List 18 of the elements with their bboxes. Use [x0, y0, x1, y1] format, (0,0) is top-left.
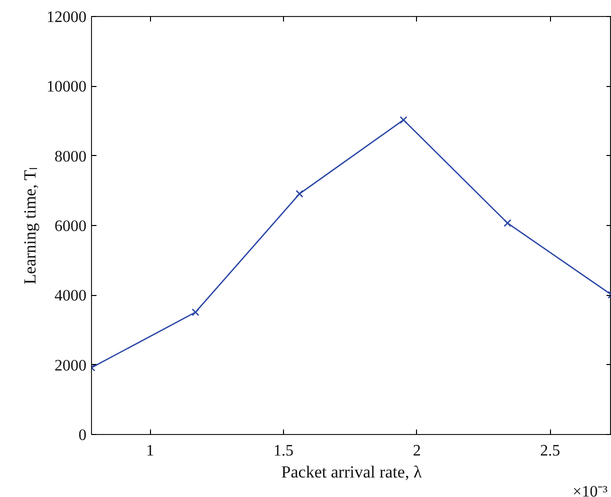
y-tick-label: 4000: [54, 288, 86, 305]
y-tick-label: 0: [78, 427, 86, 444]
point: [504, 219, 512, 227]
y-tick-label: 2000: [54, 357, 86, 374]
y-tick-label: 6000: [54, 218, 86, 235]
x-tick-label: 1: [146, 442, 154, 460]
x-tick-label: 1.5: [274, 442, 294, 460]
x-tick-label: 2.5: [540, 442, 560, 460]
x-tick-label: 2: [412, 442, 421, 460]
point: [400, 116, 408, 124]
y-tick-label: 12000: [46, 9, 86, 26]
text: ×10⁻³: [572, 484, 608, 497]
point: [296, 190, 304, 198]
y-tick-label: 8000: [54, 148, 86, 166]
y-axis-title: Learning time, Tₗ: [20, 166, 40, 284]
x-axis-title: Packet arrival rate, λ: [281, 462, 422, 482]
point: [192, 308, 200, 316]
y-tick-label: 10000: [46, 78, 86, 96]
